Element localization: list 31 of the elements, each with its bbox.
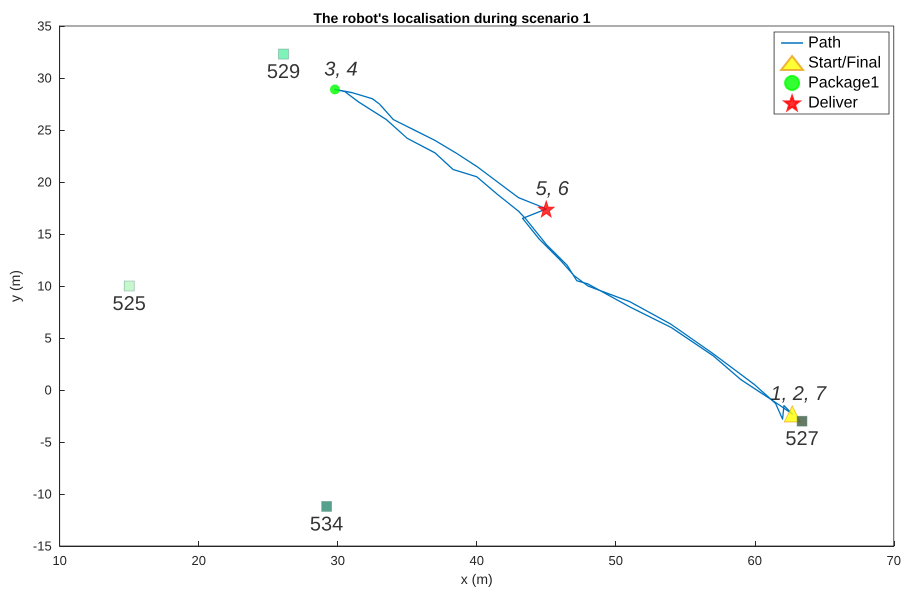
y-tick-label: 5 bbox=[44, 330, 52, 346]
annotation: 534 bbox=[310, 513, 344, 536]
y-tick-label: 20 bbox=[37, 174, 52, 190]
y-tick-label: 0 bbox=[44, 382, 52, 398]
y-axis-title: y (m) bbox=[7, 270, 23, 302]
y-tick-label: 25 bbox=[37, 122, 52, 138]
x-tick-label: 70 bbox=[886, 553, 902, 568]
y-tick-label: -5 bbox=[40, 434, 52, 450]
x-axis-title: x (m) bbox=[460, 570, 493, 587]
chart-title: The robot's localisation during scenario 1 bbox=[313, 10, 591, 26]
x-tick-label: 50 bbox=[608, 553, 623, 568]
legend-label: Package1 bbox=[808, 74, 880, 92]
y-tick-label: 30 bbox=[37, 70, 52, 86]
annotation: 1, 2, 7 bbox=[770, 382, 827, 405]
annotation: 3, 4 bbox=[324, 58, 358, 80]
legend-label: Deliver bbox=[808, 94, 859, 112]
annotation: 5, 6 bbox=[536, 178, 570, 200]
y-tick-label: 35 bbox=[37, 18, 52, 34]
annotation: 525 bbox=[112, 293, 146, 315]
x-tick-label: 40 bbox=[469, 553, 484, 568]
legend-label: Path bbox=[808, 34, 842, 52]
x-tick-label: 60 bbox=[748, 553, 762, 568]
x-tick-label: 30 bbox=[330, 553, 345, 568]
y-tick-label: 15 bbox=[37, 226, 52, 242]
x-tick-label: 20 bbox=[191, 553, 206, 568]
annotation: 529 bbox=[266, 61, 300, 84]
legend-label: Start/Final bbox=[808, 54, 882, 72]
annotation: 527 bbox=[785, 428, 819, 450]
y-tick-label: -10 bbox=[32, 486, 52, 502]
y-tick-label: 10 bbox=[37, 278, 52, 294]
y-tick-label: -15 bbox=[32, 538, 52, 554]
